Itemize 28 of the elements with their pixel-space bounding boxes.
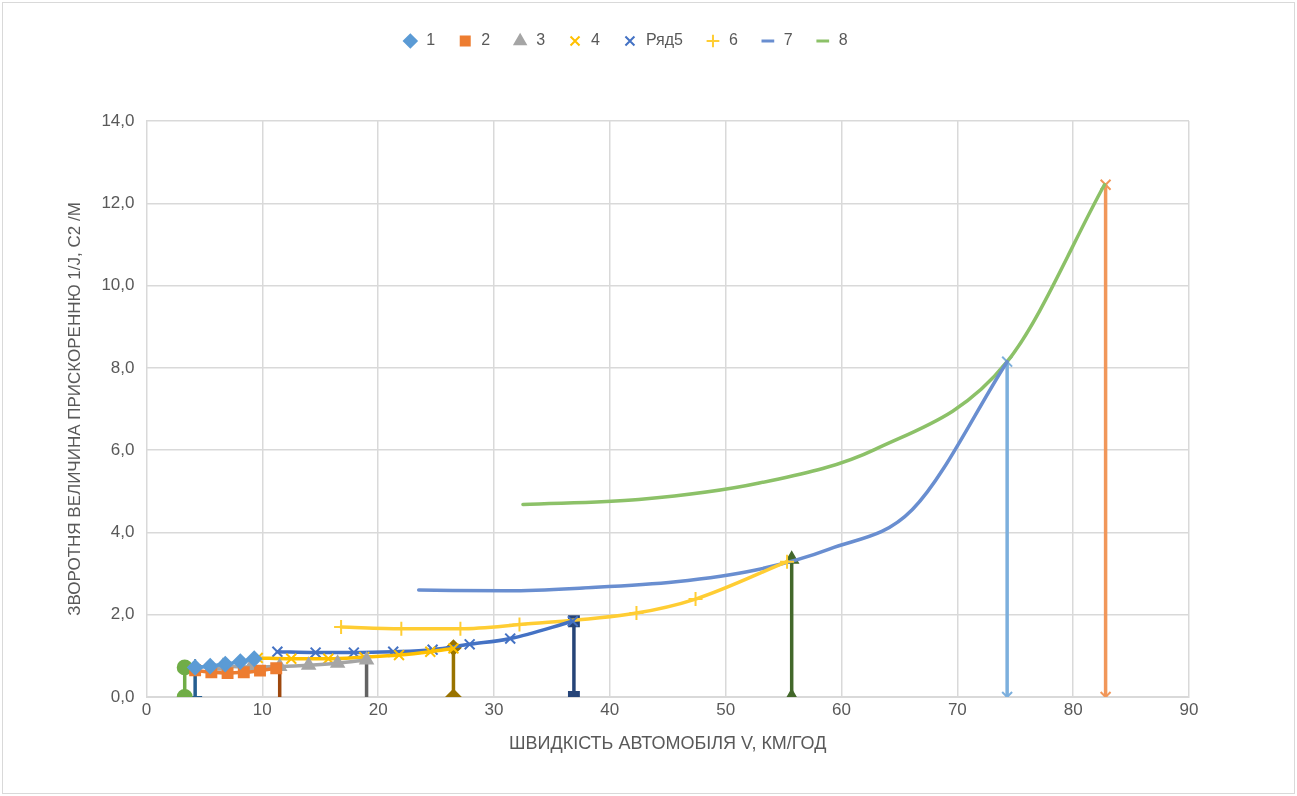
x-tick-label: 0: [141, 699, 152, 719]
y-tick-label: 8,0: [110, 357, 135, 377]
y-tick-label: 2,0: [110, 604, 135, 624]
x-tick-label: 30: [484, 699, 504, 719]
legend-label: 2: [481, 31, 491, 49]
x-axis-title: ШВИДКІСТЬ АВТОМОБІЛЯ V, КМ/ГОД: [509, 733, 827, 754]
legend-label: Ряд5: [645, 31, 684, 49]
y-tick-label: 10,0: [101, 275, 135, 295]
y-tick-label: 14,0: [101, 110, 135, 130]
x-tick-label: 20: [368, 699, 388, 719]
x-tick-label: 10: [252, 699, 272, 719]
x-tick-label: 50: [716, 699, 736, 719]
y-axis-title: ЗВОРОТНЯ ВЕЛИЧИНА ПРИСКОРЕННЮ 1/J, С2 /М: [64, 202, 84, 616]
legend-label: 1: [426, 31, 436, 49]
legend-label: 3: [536, 31, 546, 49]
y-tick-label: 4,0: [110, 522, 135, 542]
x-tick-label: 70: [947, 699, 967, 719]
y-tick-label: 0,0: [110, 686, 135, 706]
x-tick-label: 40: [600, 699, 620, 719]
legend-label: 4: [591, 31, 601, 49]
x-tick-label: 60: [832, 699, 851, 719]
x-tick-label: 80: [1063, 699, 1083, 719]
x-tick-label: 90: [1179, 699, 1199, 719]
legend-label: 8: [838, 31, 848, 49]
legend-label: 7: [783, 31, 793, 49]
y-tick-label: 6,0: [110, 439, 135, 459]
legend-label: 6: [728, 31, 738, 49]
y-tick-label: 12,0: [101, 192, 135, 212]
